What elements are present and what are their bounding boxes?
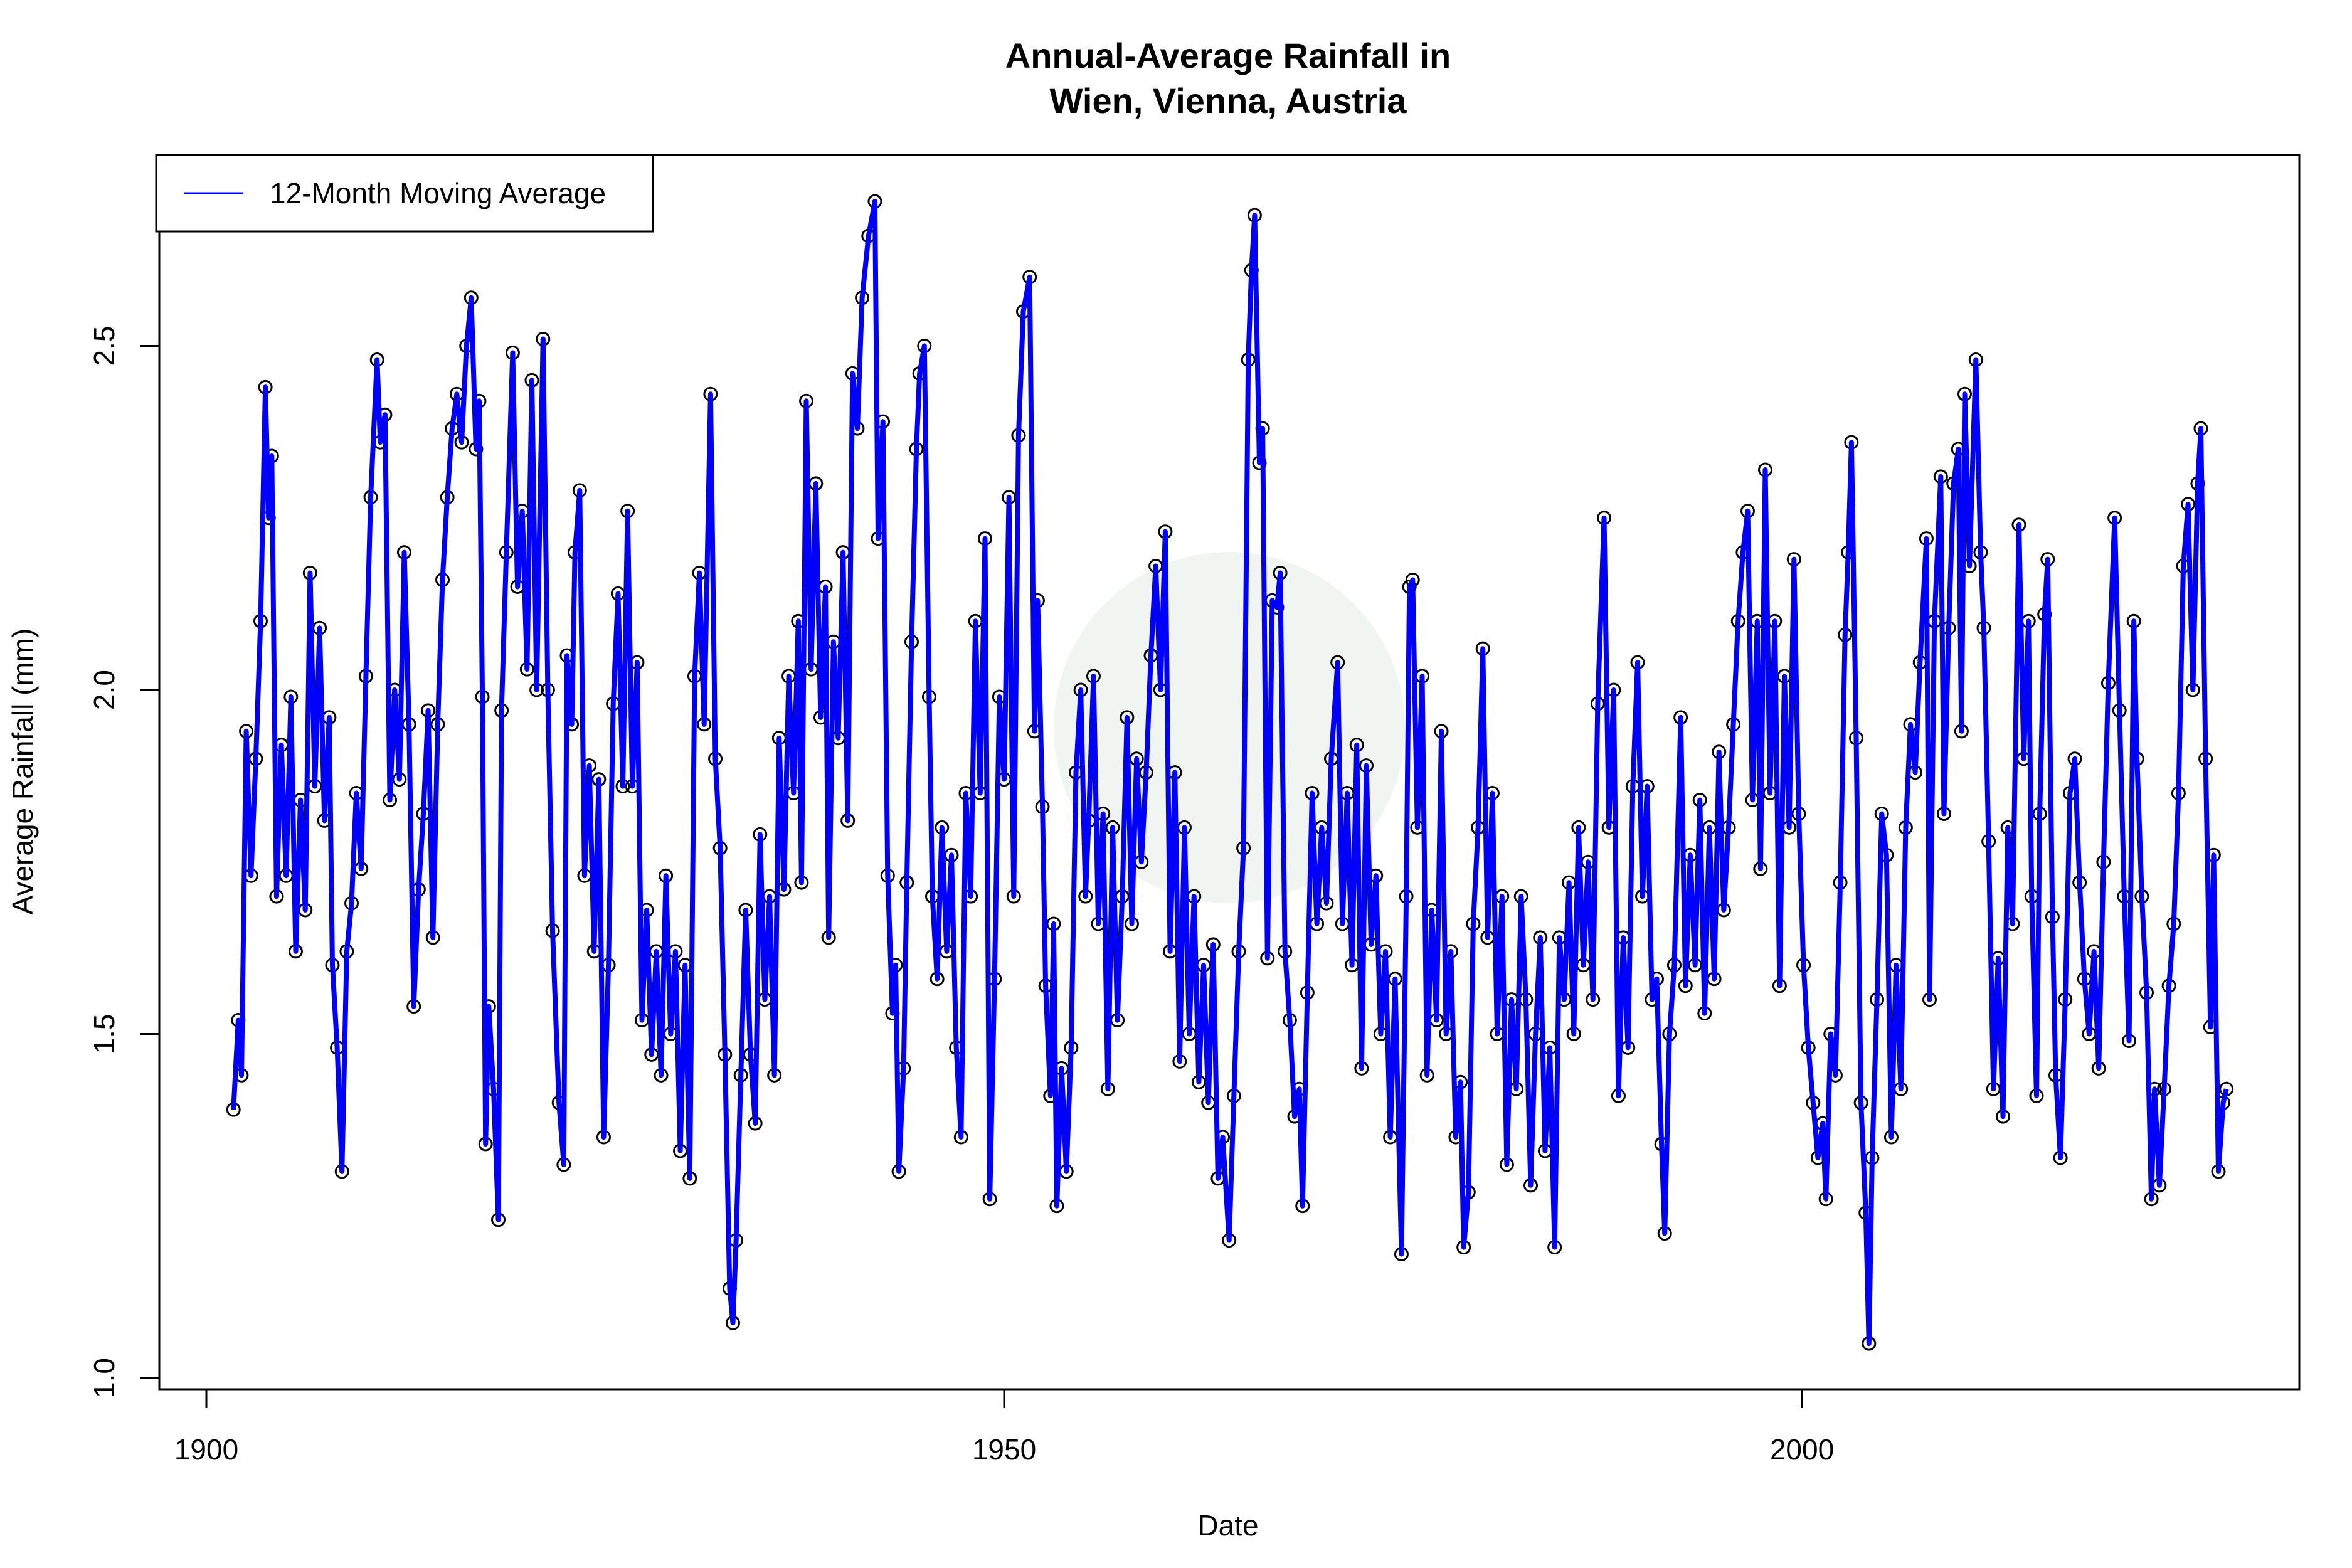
series-line <box>231 199 2229 1347</box>
y-tick-label: 1.5 <box>88 1014 120 1054</box>
x-tick-label: 1950 <box>972 1433 1036 1466</box>
x-axis: 1900 1950 2000 <box>174 1388 1834 1466</box>
legend: 12-Month Moving Average <box>155 154 654 233</box>
x-tick-label: 1900 <box>174 1433 238 1466</box>
chart-title-line-1: Annual-Average Rainfall in <box>1005 36 1451 75</box>
y-tick-label: 2.0 <box>88 670 120 710</box>
y-axis: 1.0 1.5 2.0 2.5 <box>88 326 161 1398</box>
y-tick-label: 2.5 <box>88 326 120 366</box>
y-tick-label: 1.0 <box>88 1358 120 1398</box>
y-axis-label: Average Rainfall (mm) <box>6 628 39 915</box>
x-axis-label: Date <box>1197 1509 1258 1542</box>
legend-entry: 12-Month Moving Average <box>270 177 606 209</box>
x-tick-label: 2000 <box>1770 1433 1834 1466</box>
chart-title-line-2: Wien, Vienna, Austria <box>1050 81 1407 120</box>
